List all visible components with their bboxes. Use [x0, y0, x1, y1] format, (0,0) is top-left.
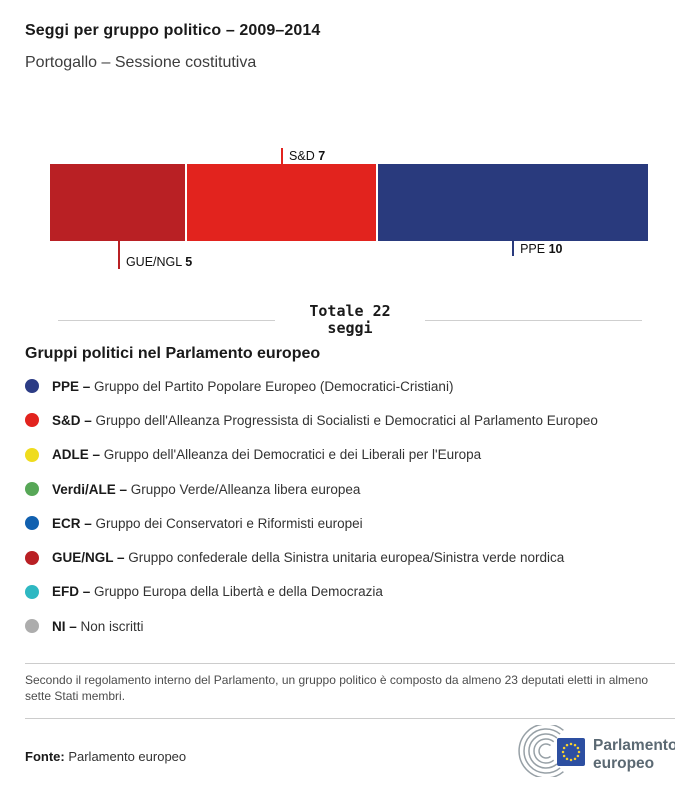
legend-dot [25, 379, 39, 394]
callout-tick [512, 241, 515, 256]
total-rule-right [424, 319, 642, 321]
legend-item: ADLE – Gruppo dell'Alleanza dei Democrat… [25, 438, 675, 472]
logo-text-line1: Parlamento [593, 737, 675, 754]
source-line: Fonte: Parlamento europeo [25, 749, 186, 777]
hemicycle-arcs-icon [518, 725, 564, 778]
source-value: Parlamento europeo [64, 749, 187, 765]
callout-label: GUE/NGL 5 [125, 255, 193, 269]
eu-flag-icon [557, 738, 585, 767]
legend-heading: Gruppi politici nel Parlamento europeo [25, 345, 321, 362]
footnote: Secondo il regolamento interno del Parla… [25, 673, 649, 704]
callout-gue-ngl: GUE/NGL 5 [117, 241, 193, 269]
footer: Fonte: Parlamento europeo Parlamento eur… [25, 725, 675, 778]
divider-bottom [25, 718, 675, 720]
seat-bar [50, 164, 648, 241]
legend-text: ADLE – Gruppo dell'Alleanza dei Democrat… [52, 447, 482, 463]
legend-dot [25, 482, 39, 497]
legend-text: GUE/NGL – Gruppo confederale della Sinis… [52, 550, 565, 566]
callout-label: PPE 10 [520, 242, 563, 256]
total-rule-left [58, 319, 276, 321]
seat-chart: GUE/NGL 5 S&D 7 PPE 10 [50, 148, 648, 269]
legend-dot [25, 447, 39, 462]
legend-item: GUE/NGL – Gruppo confederale della Sinis… [25, 540, 675, 574]
callout-ppe: PPE 10 [512, 241, 562, 256]
page-subtitle: Portogallo – Sessione costitutiva [25, 54, 257, 71]
eu-flag-stars [561, 743, 581, 762]
legend-text: S&D – Gruppo dell'Alleanza Progressista … [52, 412, 598, 428]
callout-label: S&D 7 [289, 149, 326, 163]
legend-item: S&D – Gruppo dell'Alleanza Progressista … [25, 403, 675, 437]
legend-dot [25, 619, 39, 634]
legend-item: Verdi/ALE – Gruppo Verde/Alleanza libera… [25, 472, 675, 506]
legend-dot [25, 413, 39, 428]
divider-top [25, 663, 675, 665]
legend-item: PPE – Gruppo del Partito Popolare Europe… [25, 369, 675, 403]
legend-dot [25, 550, 39, 565]
callout-s-d: S&D 7 [281, 148, 325, 164]
bar-segment-ppe [378, 164, 648, 241]
legend-text: PPE – Gruppo del Partito Popolare Europe… [52, 378, 454, 394]
callout-tick [281, 148, 284, 164]
bar-segment-s-d [187, 164, 376, 241]
legend-item: ECR – Gruppo dei Conservatori e Riformis… [25, 506, 675, 540]
legend-text: Verdi/ALE – Gruppo Verde/Alleanza libera… [52, 481, 361, 497]
legend-item: EFD – Gruppo Europa della Libertà e dell… [25, 575, 675, 609]
total-row: Totale 22 seggi [25, 303, 675, 337]
legend-item: NI – Non iscritti [25, 609, 675, 643]
legend-text: EFD – Gruppo Europa della Libertà e dell… [52, 584, 383, 600]
bar-segment-gue-ngl [50, 164, 185, 241]
legend-list: PPE – Gruppo del Partito Popolare Europe… [25, 369, 675, 643]
total-seats-label: Totale 22 seggi [309, 302, 391, 337]
callout-tick [117, 241, 120, 269]
legend-dot [25, 584, 39, 599]
legend-text: NI – Non iscritti [52, 618, 144, 634]
logo-text-line2: europeo [593, 755, 654, 772]
legend-dot [25, 516, 39, 531]
legend-text: ECR – Gruppo dei Conservatori e Riformis… [52, 515, 363, 531]
source-label: Fonte: [25, 749, 65, 765]
page-title: Seggi per gruppo politico – 2009–2014 [25, 22, 321, 39]
european-parliament-logo: Parlamento europeo [518, 725, 675, 778]
